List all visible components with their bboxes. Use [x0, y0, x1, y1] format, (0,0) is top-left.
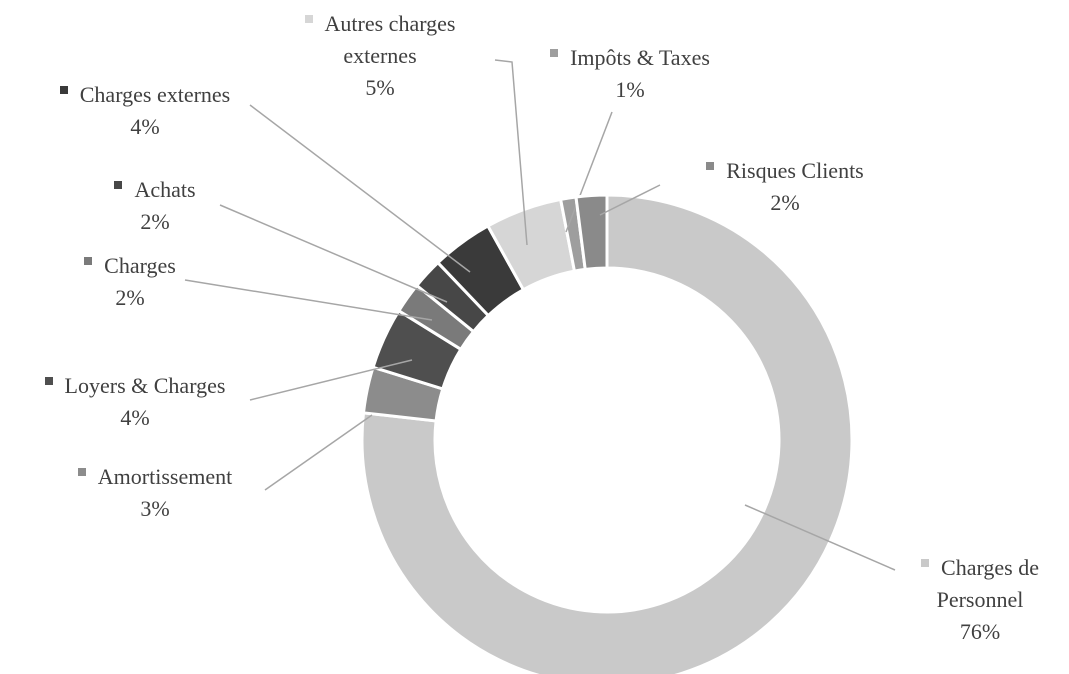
leader-line — [264, 414, 373, 491]
leader-line — [565, 111, 613, 233]
data-label: Charges externes 4% — [20, 79, 270, 143]
legend-marker — [706, 162, 715, 170]
legend-marker — [304, 15, 313, 23]
legend-marker — [84, 257, 93, 265]
value-label: 5% — [365, 75, 395, 100]
category-label: Charges — [104, 253, 176, 278]
leader-line — [494, 59, 528, 246]
leader-line — [219, 204, 448, 303]
category-label: Charges de Personnel — [936, 555, 1039, 612]
value-label: 4% — [130, 114, 160, 139]
category-label: Charges externes — [79, 82, 231, 107]
value-label: 2% — [140, 209, 170, 234]
category-label: Achats — [134, 177, 196, 202]
data-label: Charges 2% — [50, 250, 210, 314]
leader-line — [249, 359, 413, 401]
value-label: 2% — [770, 190, 800, 215]
value-label: 3% — [140, 496, 170, 521]
data-label: Charges de Personnel 76% — [900, 552, 1060, 648]
legend-marker — [114, 181, 123, 189]
leader-line — [249, 104, 471, 273]
legend-marker — [550, 49, 559, 57]
value-label: 76% — [959, 619, 1001, 644]
data-label: Impôts & Taxes 1% — [510, 42, 750, 106]
leader-line — [184, 279, 433, 321]
category-label: Autres charges externes — [324, 11, 456, 68]
data-label: Risques Clients 2% — [670, 155, 900, 219]
data-label: Loyers & Charges 4% — [10, 370, 260, 434]
legend-marker — [59, 86, 68, 94]
legend-marker — [921, 559, 930, 567]
category-label: Risques Clients — [726, 158, 864, 183]
donut-slice — [574, 193, 609, 272]
leader-line — [599, 184, 661, 216]
legend-marker — [77, 468, 86, 476]
value-label: 4% — [120, 405, 150, 430]
value-label: 1% — [615, 77, 645, 102]
donut-slice — [360, 193, 854, 674]
category-label: Loyers & Charges — [64, 373, 226, 398]
category-label: Impôts & Taxes — [570, 45, 710, 70]
leader-line — [744, 504, 896, 571]
legend-marker — [44, 377, 53, 385]
data-label: Achats 2% — [75, 174, 235, 238]
value-label: 2% — [115, 285, 145, 310]
category-label: Amortissement — [97, 464, 233, 489]
data-label: Autres charges externes 5% — [285, 8, 475, 104]
data-label: Amortissement 3% — [40, 461, 270, 525]
